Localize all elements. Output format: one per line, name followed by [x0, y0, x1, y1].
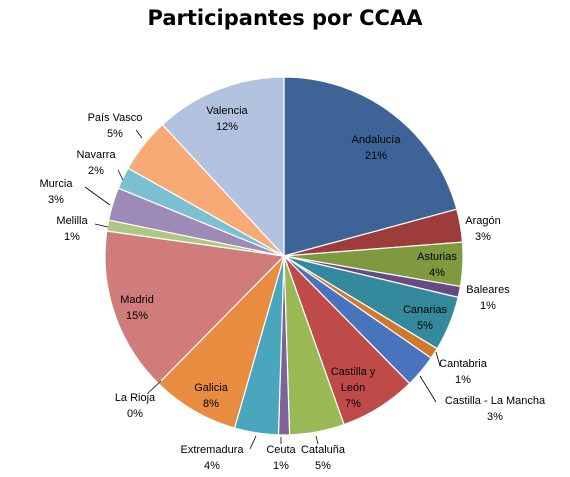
leader-line-castilla-la-mancha — [419, 375, 437, 403]
slice-label-navarra: Navarra 2% — [76, 149, 116, 177]
slice-label-madrid: Madrid 15% — [120, 294, 154, 322]
slice-label-pais-vasco: País Vasco 5% — [88, 112, 143, 140]
slice-label-murcia: Murcia 3% — [39, 178, 73, 206]
slice-label-baleares: Baleares 1% — [466, 284, 510, 312]
slice-name-cantabria: Cantabria — [439, 358, 488, 370]
pie-slice-valencia — [161, 76, 285, 258]
slice-percent-madrid: 15% — [126, 310, 148, 322]
slice-name-navarra: Navarra — [76, 149, 116, 161]
slice-label-ceuta: Ceuta 1% — [266, 444, 296, 472]
slice-label-valencia: Valencia 12% — [206, 105, 248, 133]
slice-percent-pais-vasco: 5% — [107, 128, 123, 140]
slice-label-cataluna: Cataluña 5% — [301, 444, 346, 472]
slice-label-galicia: Galicia 8% — [194, 382, 229, 410]
slice-name-canarias: Canarias — [403, 304, 448, 316]
slice-percent-galicia: 8% — [203, 398, 219, 410]
slice-percent-valencia: 12% — [216, 121, 238, 133]
slice-name-castilla-la-mancha: Castilla - La Mancha — [445, 395, 546, 407]
slice-label-aragon: Aragón 3% — [465, 215, 500, 243]
slice-percent-ceuta: 1% — [273, 460, 289, 472]
slice-name-madrid: Madrid — [120, 294, 154, 306]
slice-name-murcia: Murcia — [39, 178, 73, 190]
slice-name-ceuta: Ceuta — [266, 444, 296, 456]
slice-percent-baleares: 1% — [480, 300, 496, 312]
slice-label-cantabria: Cantabria 1% — [439, 358, 488, 386]
slice-name-cataluna: Cataluña — [301, 444, 346, 456]
leader-line-murcia — [84, 186, 111, 206]
slice-percent-canarias: 5% — [417, 320, 433, 332]
pie-slice-andalucia — [283, 76, 458, 257]
slice-name-valencia: Valencia — [206, 105, 248, 117]
slice-name-extremadura: Extremadura — [181, 444, 245, 456]
leader-line-la-rioja — [147, 380, 162, 394]
leader-line-cantabria — [435, 351, 441, 367]
slice-label-castilla-la-mancha: Castilla - La Mancha 3% — [445, 395, 546, 423]
slice-name-galicia: Galicia — [194, 382, 229, 394]
slice-label-castilla-y-leon: Castilla y León 7% — [331, 366, 376, 410]
slice-label-la-rioja: La Rioja 0% — [115, 392, 156, 420]
slice-percent-castilla-y-leon: 7% — [345, 398, 361, 410]
slice-label-extremadura: Extremadura 4% — [181, 444, 245, 472]
slice-percent-la-rioja: 0% — [127, 408, 143, 420]
slice-name-asturias: Asturias — [417, 251, 457, 263]
slice-percent-cantabria: 1% — [455, 374, 471, 386]
slice-percent-asturias: 4% — [429, 267, 445, 279]
leader-line-cataluna — [315, 435, 319, 445]
slice-percent-extremadura: 4% — [204, 460, 220, 472]
chart-title: Participantes por CCAA — [147, 6, 423, 30]
slice-label-melilla: Melilla 1% — [56, 215, 88, 243]
slice-percent-murcia: 3% — [48, 194, 64, 206]
slice-label-andalucia: Andalucía 21% — [352, 134, 402, 162]
slice-name-castilla-y-leon: León — [341, 382, 365, 394]
slice-percent-castilla-la-mancha: 3% — [487, 411, 503, 423]
slice-percent-melilla: 1% — [64, 231, 80, 243]
slice-name-melilla: Melilla — [56, 215, 88, 227]
pie-slice-madrid — [104, 230, 286, 385]
leader-line-extremadura — [249, 435, 257, 450]
slice-name-baleares: Baleares — [466, 284, 510, 296]
slice-name-castilla-y-leon: Castilla y — [331, 366, 376, 378]
slice-name-pais-vasco: País Vasco — [88, 112, 143, 124]
slice-label-asturias: Asturias 4% — [417, 251, 457, 279]
leader-line-pais-vasco — [135, 129, 143, 139]
slice-percent-andalucia: 21% — [365, 150, 387, 162]
slice-percent-aragon: 3% — [475, 231, 491, 243]
slice-label-canarias: Canarias 5% — [403, 304, 448, 332]
slice-percent-navarra: 2% — [88, 165, 104, 177]
slice-name-aragon: Aragón — [465, 215, 500, 227]
slice-name-andalucia: Andalucía — [352, 134, 402, 146]
slice-name-la-rioja: La Rioja — [115, 392, 156, 404]
leader-line-melilla — [94, 223, 109, 228]
slice-percent-cataluna: 5% — [315, 460, 331, 472]
leader-line-navarra — [117, 169, 124, 181]
